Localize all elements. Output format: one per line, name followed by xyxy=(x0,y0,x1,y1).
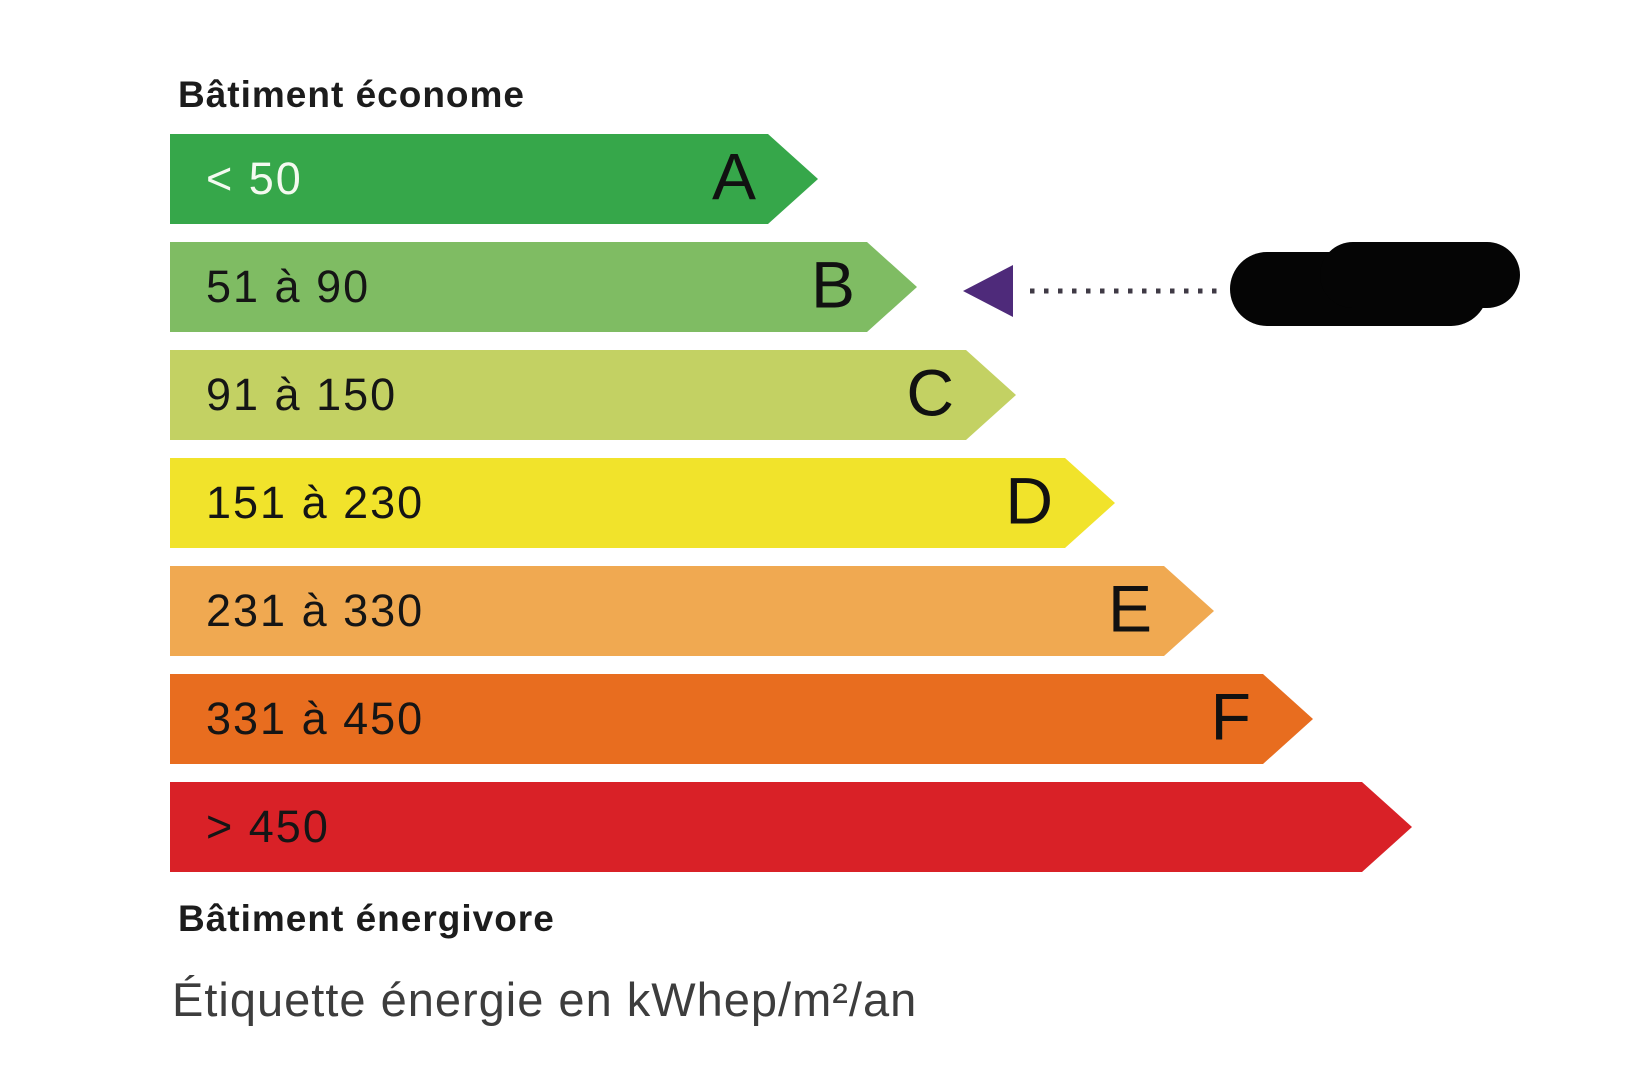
energy-intensive-building-label: Bâtiment énergivore xyxy=(178,898,555,939)
class-letter-c: C xyxy=(906,355,954,430)
range-label-f: 331 à 450 xyxy=(206,693,425,744)
energy-bar-e: 231 à 330 E xyxy=(170,566,1214,656)
economical-building-label: Bâtiment économe xyxy=(178,74,526,115)
energy-bar-a: < 50 A xyxy=(170,134,818,224)
class-letter-a: A xyxy=(711,139,756,214)
energy-label-caption: Étiquette énergie en kWhep/m²/an xyxy=(172,973,918,1026)
range-label-d: 151 à 230 xyxy=(206,477,425,528)
selector-arrow-icon xyxy=(963,265,1013,317)
energy-scale: < 50 A 51 à 90 B 91 à 150 C 151 à 230 D … xyxy=(170,134,1412,890)
energy-bar-b: 51 à 90 B xyxy=(170,242,917,332)
class-letter-f: F xyxy=(1210,679,1251,754)
class-letter-b: B xyxy=(810,247,855,322)
range-label-g: > 450 xyxy=(206,801,330,852)
class-letter-e: E xyxy=(1107,571,1152,646)
selected-class-marker xyxy=(963,242,1520,326)
range-label-b: 51 à 90 xyxy=(206,261,371,312)
range-label-a: < 50 xyxy=(206,153,303,204)
energy-bar-f: 331 à 450 F xyxy=(170,674,1313,764)
energy-bar-d: 151 à 230 D xyxy=(170,458,1115,548)
energy-bar-g: > 450 xyxy=(170,782,1412,872)
range-label-e: 231 à 330 xyxy=(206,585,425,636)
class-letter-d: D xyxy=(1005,463,1053,538)
range-label-c: 91 à 150 xyxy=(206,369,398,420)
energy-bar-c: 91 à 150 C xyxy=(170,350,1016,440)
redacted-value-blob xyxy=(1230,242,1520,326)
